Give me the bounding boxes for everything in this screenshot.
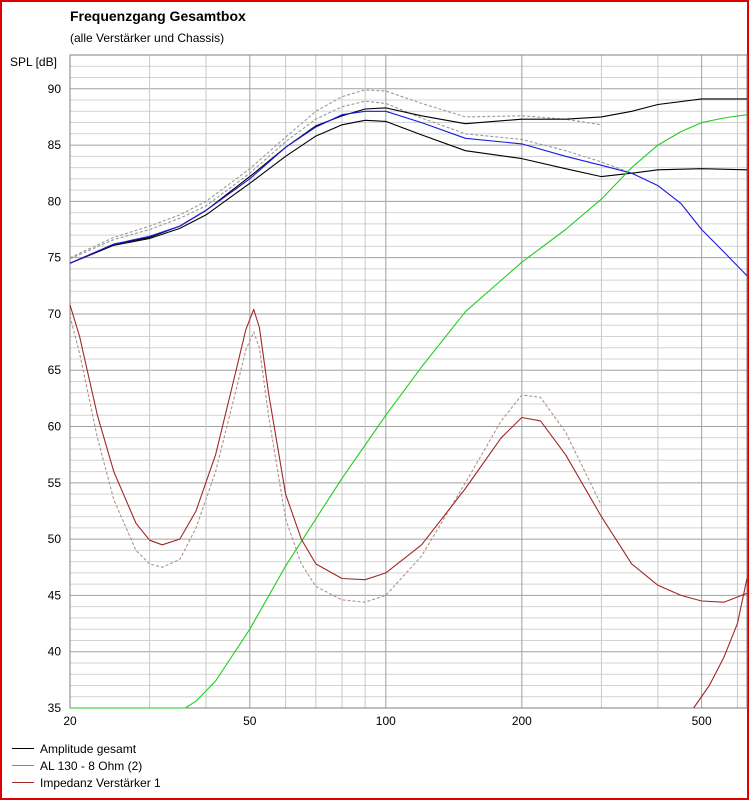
legend-label: AL 130 - 8 Ohm (2) [40,758,143,773]
y-tick-label: 55 [48,476,62,490]
series-line-3 [69,89,602,259]
series-line-6 [69,304,748,603]
y-tick-label: 75 [48,251,62,265]
legend-item: AL 130 - 8 Ohm (2) [12,757,161,774]
y-tick-label: 70 [48,307,62,321]
series-line-1 [69,119,748,264]
legend-label: Amplitude gesamt [40,741,137,756]
y-tick-label: 40 [48,645,62,659]
x-tick-label: 100 [376,714,396,728]
y-tick-label: 90 [48,82,62,96]
y-tick-label: 65 [48,363,62,377]
series-line-7 [69,316,602,603]
chart-legend: Amplitude gesamt AL 130 - 8 Ohm (2) Impeda… [12,740,161,791]
chart-title: Frequenzgang Gesamtbox [70,8,246,24]
x-tick-label: 200 [512,714,532,728]
chart-subtitle: (alle Verstärker und Chassis) [70,31,225,45]
y-axis-label: SPL [dB] [10,55,57,69]
x-tick-label: 50 [243,714,257,728]
y-tick-label: 80 [48,194,62,208]
legend-swatch [12,765,34,766]
series-line-5 [70,114,748,709]
x-tick-label: 20 [63,714,77,728]
y-tick-label: 45 [48,588,62,602]
series-line-8 [693,578,748,709]
x-tick-label: 500 [692,714,712,728]
legend-item: Impedanz Verstärker 1 [12,774,161,791]
y-tick-label: 60 [48,420,62,434]
series-line-0 [69,98,747,264]
y-tick-label: 50 [48,532,62,546]
y-tick-label: 85 [48,138,62,152]
series-line-2 [69,110,748,277]
legend-label: Impedanz Verstärker 1 [40,775,161,790]
series-line-4 [69,100,632,260]
plot-area-border [69,54,748,709]
legend-item: Amplitude gesamt [12,740,161,757]
legend-swatch [12,782,34,783]
legend-swatch [12,748,34,749]
y-tick-label: 35 [48,701,62,715]
